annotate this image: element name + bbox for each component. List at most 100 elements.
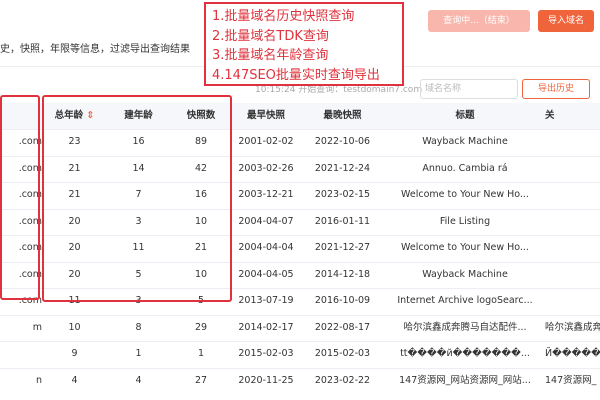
table-cell: .com [18,242,42,253]
table-cell: 2014-12-18 [314,268,371,280]
row-divider [0,288,600,289]
table-cell: .com [18,162,42,174]
table-cell: 7 [135,189,142,200]
table-cell: 2016-01-11 [314,215,371,227]
description: 史，快照，年限等信息，过滤导出查询结果 [0,44,190,55]
stop-button[interactable]: 查询中...（结束） [428,10,530,32]
table-cell: 21 [68,162,81,174]
table-cell: 29 [194,321,208,333]
table-cell: 2004-04-05 [238,268,294,280]
table-cell: Annuo. Cambia rá [422,162,508,174]
row-divider [0,155,600,157]
import-button[interactable]: 导入域名 [538,10,594,32]
row-divider [0,341,600,342]
table-cell: 1 [197,348,205,359]
row-divider [0,208,600,210]
table-cell: 5 [135,268,142,280]
table-cell: 2015-02-03 [314,348,371,359]
table-cell: 16 [194,189,208,200]
table-cell: 4 [71,374,78,386]
table-cell: 2021-12-24 [314,162,371,174]
table-cell: n [35,374,42,386]
table-cell: 2016-10-09 [314,295,371,306]
table-cell [545,129,600,155]
table-cell: Wayback Machine [422,268,508,280]
table-cell: 20 [68,215,81,227]
highlight-box [42,95,232,302]
table-cell: 20 [68,242,81,253]
column-header: 关 [545,110,555,121]
column-header: 最晚快照 [323,110,362,121]
table-cell: .com [18,268,42,280]
annotation-line: 3.批量域名年龄查询 [212,48,329,63]
sort-icon[interactable]: ⇕ [83,110,95,121]
table-cell: .com [18,295,42,306]
table-cell: 2023-02-22 [314,374,371,386]
table-cell: m [32,321,42,333]
table-cell: 21 [194,242,208,253]
table-cell: 2013-07-19 [238,295,294,306]
table-cell: 8 [135,321,142,333]
row-divider [0,367,600,369]
table-cell: .com [18,215,42,227]
column-header: 最早快照 [246,110,285,121]
table-cell: 147资源网_ [545,374,597,386]
table-cell [0,341,42,367]
table-cell: 2020-11-25 [238,374,294,386]
table-cell: 10 [68,321,81,333]
row-divider [0,261,600,263]
column-header: 总年龄 ⇕ [54,110,95,121]
table-cell: 2014-02-17 [238,321,294,333]
table-cell: 2001-02-02 [238,136,294,147]
table-cell: 2015-02-03 [238,348,294,359]
table-cell: 147资源网_网站资源网_网站... [399,374,531,386]
table-cell: 哈尔滨鑫成奔 [545,321,600,333]
table-cell: 9 [71,348,78,359]
table-cell [545,288,600,314]
table-cell: .com [18,189,42,200]
table-cell: 42 [194,162,208,174]
table-cell: tt����й�������... [400,348,530,359]
row-divider [0,314,600,316]
table-cell: 3 [135,215,142,227]
table-cell: 哈尔滨鑫成奔腾马自达配件... [403,321,527,333]
table: 总年龄 ⇕ 建年龄 快照数 最早快照 最晚快照 标题关 .com 23 16 89 2001-02-… [0,103,600,400]
annotation-line: 4.147SEO批量实时查询导出 [212,67,380,83]
table-cell: Internet Archive logoSearc... [397,295,533,306]
row-divider [0,235,600,236]
row-divider [0,129,600,130]
table-cell: 2023-02-15 [314,189,371,200]
table-cell: .com [18,136,42,147]
table-cell [545,209,600,235]
table-cell: File Listing [439,215,491,227]
table-cell: 27 [194,374,208,386]
table-cell: 1 [135,348,142,359]
table-cell [545,156,600,182]
export-button[interactable]: 导出历史 [522,79,590,99]
table-cell: 20 [68,268,81,280]
annotation: 1.批量域名历史快照查询 2.批量域名TDK查询 3.批量域名年龄查询 4.14… [204,2,404,86]
table-cell: 2004-04-04 [238,242,294,253]
table-cell: 21 [68,189,81,200]
table-cell: Welcome to Your New Ho... [401,242,529,253]
table-cell: 2003-12-21 [238,189,294,200]
table-cell: 2003-02-26 [238,162,294,174]
table-cell: 2022-10-06 [314,136,371,147]
table-cell [545,235,600,261]
table-cell: Wayback Machine [422,136,508,147]
table-cell [545,182,600,208]
highlight-box [0,95,40,300]
table-cell: 4 [135,374,142,386]
annotation-line: 1.批量域名历史快照查询 [212,9,355,24]
table-cell: 2004-04-07 [238,215,294,227]
search-input[interactable]: 域名名称 [420,79,518,99]
table-cell: Й������� [545,348,600,359]
table-cell: Welcome to Your New Ho... [401,189,529,200]
table-cell: 14 [132,162,145,174]
status-text: 10:15:24 开始查询：testdomain7.com [255,85,423,95]
header-bg [0,103,600,129]
table-cell: 16 [132,136,145,147]
column-header: 建年龄 [124,110,153,121]
table-cell: 89 [194,136,208,147]
